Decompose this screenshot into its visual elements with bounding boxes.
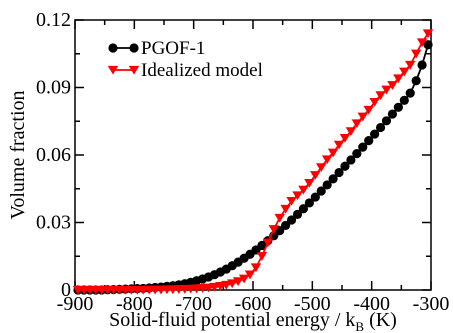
data-point [416,38,428,48]
data-point [417,60,427,70]
data-point [316,163,327,173]
data-point [292,191,303,201]
data-point [370,129,380,139]
x-axis-label-main: Solid-fluid potential energy / k [109,309,355,331]
legend-marker [108,43,118,53]
data-point [363,105,374,115]
data-point [292,209,303,219]
legend-label: Idealized model [141,60,263,81]
series-layer [72,29,434,295]
data-point [423,40,433,50]
y-tick-label: 0.06 [36,144,71,166]
y-tick-label: 0.03 [36,212,71,234]
data-point [381,85,392,95]
series-pgof-1 [73,40,433,295]
data-point [322,180,332,190]
data-point [393,74,404,84]
data-point [346,155,356,165]
series-idealized-model [72,29,434,295]
data-point [358,142,368,152]
data-point [244,270,256,280]
data-point [357,112,368,122]
legend-item: PGOF-1 [108,38,205,59]
data-point [369,97,380,107]
data-point [304,198,314,208]
x-tick-label: -600 [235,293,272,315]
data-point [298,204,309,214]
data-point [411,76,421,86]
data-point [333,140,345,150]
legend-marker [129,43,139,53]
y-tick-label: 0.12 [36,9,71,31]
data-point [387,81,398,90]
data-point [328,174,338,184]
y-tick-label: 0.09 [36,77,71,99]
x-axis-label: Solid-fluid potential energy / kB (K) [109,309,397,333]
data-point [387,109,398,119]
data-point [310,192,320,202]
legend-item: Idealized model [107,60,263,81]
data-point [340,161,350,171]
data-point [345,127,357,137]
legend-marker [128,65,140,75]
data-point [298,185,309,195]
data-point [310,171,321,180]
legend-label: PGOF-1 [141,38,205,59]
data-point [262,238,274,248]
x-tick-label: -400 [353,293,390,315]
data-point [410,49,422,59]
data-point [422,29,434,39]
data-point [339,133,351,143]
data-point [352,149,362,159]
data-point [275,226,285,236]
data-point [286,196,297,206]
data-point [375,91,386,101]
x-tick-label: -900 [57,293,94,315]
data-point [399,95,409,105]
data-point [364,136,374,146]
y-tick-label: 0 [61,279,71,301]
axis-ticks: -900 -800 -700 -600 -500 -400 -300 0 0.03 0.06 0.0… [36,9,449,315]
data-point [250,263,262,273]
x-axis-label-subscript: B [355,319,364,333]
data-point [399,67,410,77]
x-axis-label-unit: (K) [364,309,397,331]
data-point [286,215,297,225]
data-point [280,204,291,214]
data-point [316,186,326,196]
data-point [274,213,285,223]
x-tick-label: -800 [116,293,153,315]
data-point [227,279,238,289]
legend-marker [107,65,119,75]
data-point [321,155,333,165]
data-point [327,148,339,158]
data-point [281,220,291,231]
data-point [351,119,363,129]
data-point [215,282,226,291]
data-point [393,102,403,112]
data-point [238,274,250,284]
y-axis-label: Volume fraction [7,90,29,219]
data-point [268,225,279,234]
data-point [381,116,392,126]
data-point [334,167,344,178]
x-tick-label: -700 [175,293,212,315]
data-point [304,178,315,188]
data-point [405,88,415,98]
data-point [221,280,232,290]
data-point [232,277,244,287]
data-point [375,122,386,133]
x-tick-label: -500 [294,293,331,315]
data-point [256,252,268,261]
x-tick-label: -300 [413,293,450,315]
data-point [405,60,416,70]
